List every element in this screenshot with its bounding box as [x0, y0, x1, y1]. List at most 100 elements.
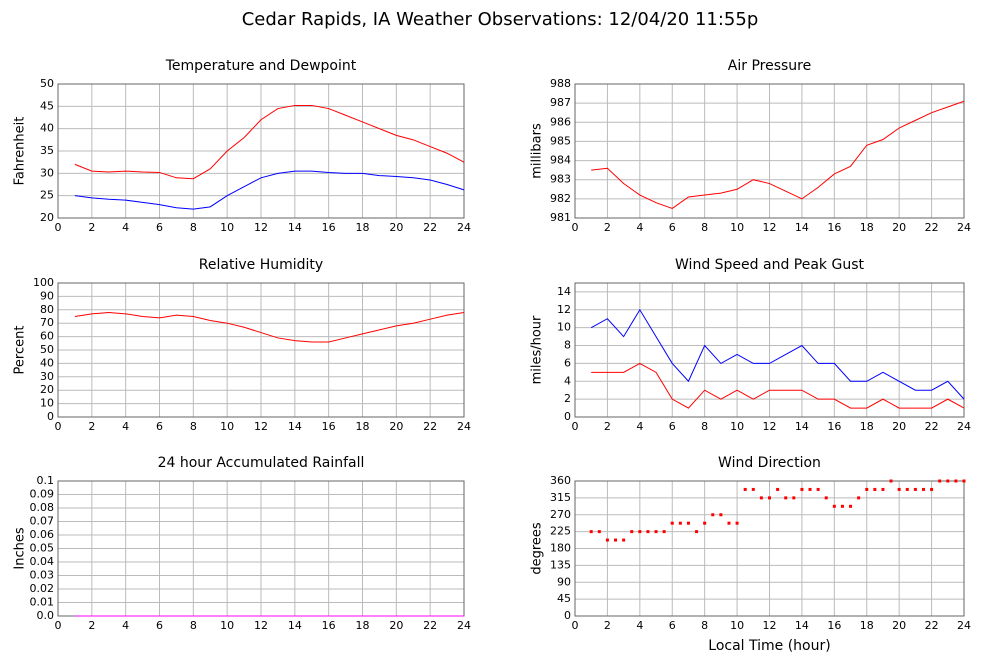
x-tick-label: 12	[254, 619, 268, 632]
y-tick-label: 0.06	[30, 528, 55, 541]
x-tick-label: 12	[254, 221, 268, 234]
y-tick-label: 983	[550, 173, 571, 186]
x-tick-label: 12	[763, 221, 777, 234]
x-tick-label: 4	[636, 420, 643, 433]
data-line	[74, 104, 465, 180]
data-point	[905, 487, 909, 491]
x-tick-label: 22	[925, 420, 939, 433]
data-line	[74, 170, 465, 210]
data-point	[962, 479, 966, 483]
y-tick-label: 180	[550, 542, 571, 555]
y-tick-label: 0	[564, 410, 571, 423]
x-tick-label: 2	[88, 221, 95, 234]
x-tick-label: 4	[122, 619, 129, 632]
plot-frame	[574, 83, 965, 219]
y-tick-label: 2	[564, 392, 571, 405]
data-point	[784, 496, 788, 500]
y-tick-label: 50	[40, 77, 54, 90]
y-tick-label: 0	[47, 410, 54, 423]
y-tick-label: 6	[564, 356, 571, 369]
x-tick-label: 2	[88, 420, 95, 433]
y-tick-label: 0.09	[30, 488, 55, 501]
x-tick-label: 14	[288, 420, 302, 433]
x-tick-label: 10	[730, 619, 744, 632]
x-tick-label: 6	[669, 420, 676, 433]
y-tick-label: 0.08	[30, 501, 55, 514]
x-tick-label: 20	[389, 221, 403, 234]
x-tick-label: 10	[220, 221, 234, 234]
page-title: Cedar Rapids, IA Weather Observations: 1…	[242, 9, 759, 30]
data-point	[662, 530, 666, 534]
data-point	[768, 496, 771, 500]
x-tick-label: 20	[389, 619, 403, 632]
data-point	[630, 530, 634, 534]
data-point	[670, 521, 674, 525]
x-tick-label: 16	[322, 221, 336, 234]
x-tick-label: 20	[389, 420, 403, 433]
data-line	[591, 362, 965, 409]
y-tick-label: 70	[40, 316, 54, 329]
y-tick-label: 50	[40, 343, 54, 356]
x-tick-label: 20	[892, 221, 906, 234]
data-line	[591, 100, 965, 209]
x-tick-label: 14	[795, 420, 809, 433]
y-tick-label: 0.04	[30, 555, 55, 568]
data-point	[759, 496, 763, 500]
x-tick-label: 20	[892, 420, 906, 433]
y-tick-label: 0.1	[37, 474, 55, 487]
y-tick-label: 40	[40, 356, 54, 369]
y-tick-label: 135	[550, 558, 571, 571]
x-tick-label: 0	[572, 619, 579, 632]
data-point	[881, 487, 885, 491]
x-tick-label: 8	[701, 221, 708, 234]
data-point	[719, 513, 723, 517]
y-tick-label: 986	[550, 115, 571, 128]
data-point	[913, 487, 917, 491]
data-point	[840, 504, 844, 508]
data-point	[743, 487, 747, 491]
x-tick-label: 24	[957, 420, 971, 433]
y-tick-label: 45	[557, 592, 571, 605]
x-tick-label: 22	[925, 619, 939, 632]
y-tick-label: 8	[564, 339, 571, 352]
y-tick-label: 0.01	[30, 596, 55, 609]
data-point	[605, 538, 609, 542]
x-tick-label: 18	[860, 619, 874, 632]
data-point	[930, 487, 934, 491]
x-tick-label: 16	[322, 619, 336, 632]
x-tick-label: 16	[827, 619, 841, 632]
chart-title: Temperature and Dewpoint	[165, 58, 357, 74]
data-point	[865, 487, 869, 491]
data-point	[727, 521, 731, 525]
data-point	[711, 513, 715, 517]
y-tick-label: 987	[550, 96, 571, 109]
x-tick-label: 10	[730, 221, 744, 234]
data-point	[654, 530, 658, 534]
plot-frame	[57, 282, 465, 418]
y-tick-label: 20	[40, 383, 54, 396]
data-point	[678, 521, 682, 525]
x-tick-label: 14	[288, 221, 302, 234]
y-tick-label: 90	[557, 575, 571, 588]
x-tick-label: 8	[701, 619, 708, 632]
x-tick-label: 18	[860, 420, 874, 433]
y-axis-label: Fahrenheit	[13, 117, 28, 186]
y-tick-label: 30	[40, 370, 54, 383]
data-point	[735, 521, 739, 525]
y-axis-label: Percent	[13, 326, 28, 375]
data-point	[695, 530, 699, 534]
data-point	[792, 496, 796, 500]
y-tick-label: 12	[557, 303, 571, 316]
x-tick-label: 14	[795, 619, 809, 632]
y-axis-label: miles/hour	[530, 315, 545, 384]
data-point	[954, 479, 958, 483]
y-tick-label: 90	[40, 289, 54, 302]
data-line	[590, 308, 965, 400]
x-tick-label: 0	[55, 619, 62, 632]
data-point	[946, 479, 950, 483]
chart-title: Relative Humidity	[199, 257, 323, 273]
x-tick-label: 22	[423, 619, 437, 632]
y-tick-label: 35	[40, 144, 54, 157]
x-tick-label: 12	[254, 420, 268, 433]
data-point	[776, 487, 780, 491]
